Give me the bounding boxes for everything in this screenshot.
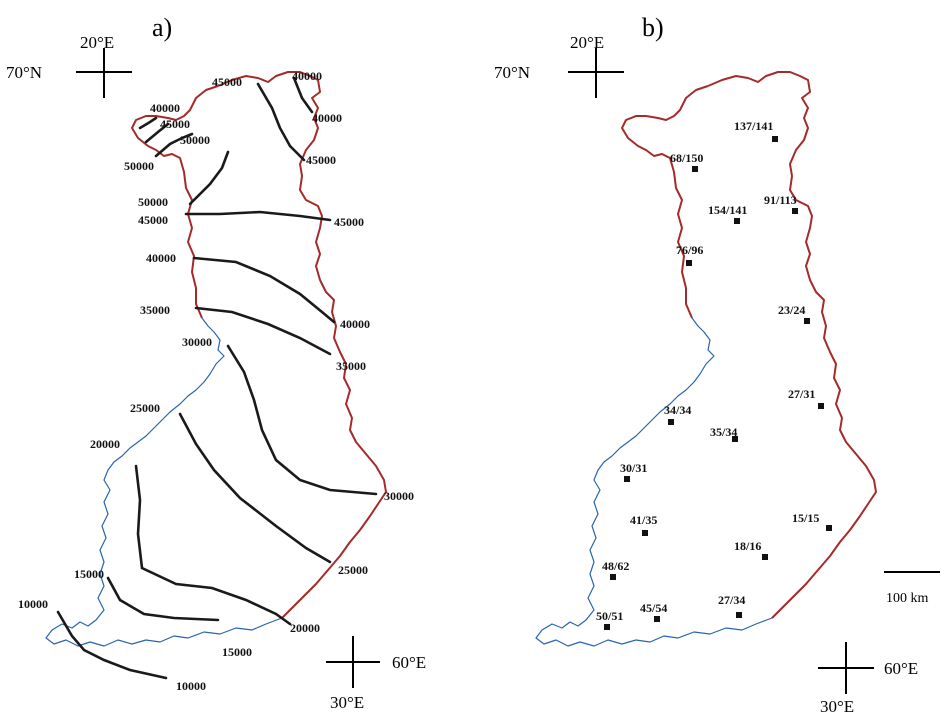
site-label: 91/113 bbox=[764, 193, 797, 207]
site-label: 23/24 bbox=[778, 303, 805, 317]
site-label: 137/141 bbox=[734, 119, 773, 133]
isoline-label: 25000 bbox=[338, 563, 368, 577]
isoline-label: 40000 bbox=[340, 317, 370, 331]
se-lat-label-a: 60°E bbox=[392, 653, 426, 672]
site-marker bbox=[654, 616, 660, 622]
site-marker bbox=[792, 208, 798, 214]
site-label: 48/62 bbox=[602, 559, 629, 573]
se-lon-label-b: 30°E bbox=[820, 697, 854, 716]
nw-lat-label-b: 70°N bbox=[494, 63, 530, 82]
site-label: 50/51 bbox=[596, 609, 623, 623]
isoline-label: 25000 bbox=[130, 401, 160, 415]
site-label: 68/150 bbox=[670, 151, 703, 165]
panel-b: b) 20°E 70°N 60°E 30°E 100 km 137/141 68… bbox=[494, 13, 940, 716]
site-label: 41/35 bbox=[630, 513, 657, 527]
panel-a: a) 20°E 70°N 60°E 30°E bbox=[6, 13, 426, 712]
isoline-label: 20000 bbox=[290, 621, 320, 635]
site-label: 15/15 bbox=[792, 511, 819, 525]
sites: 137/141 68/150 91/113 154/141 76/96 23/2… bbox=[596, 119, 832, 630]
isoline-label: 40000 bbox=[146, 251, 176, 265]
isoline-label: 20000 bbox=[90, 437, 120, 451]
site-marker bbox=[826, 525, 832, 531]
isoline-label: 15000 bbox=[222, 645, 252, 659]
site-marker bbox=[772, 136, 778, 142]
site-label: 27/34 bbox=[718, 593, 745, 607]
isoline-label: 45000 bbox=[306, 153, 336, 167]
nw-lon-label-a: 20°E bbox=[80, 33, 114, 52]
isoline-label: 50000 bbox=[180, 133, 210, 147]
site-marker bbox=[692, 166, 698, 172]
se-lon-label-a: 30°E bbox=[330, 693, 364, 712]
site-label: 45/54 bbox=[640, 601, 667, 615]
isoline-label: 40000 bbox=[312, 111, 342, 125]
isoline-label: 35000 bbox=[140, 303, 170, 317]
site-marker bbox=[734, 218, 740, 224]
site-marker bbox=[686, 260, 692, 266]
isoline-label: 45000 bbox=[212, 75, 242, 89]
isoline-label: 10000 bbox=[176, 679, 206, 693]
isoline-label: 35000 bbox=[336, 359, 366, 373]
isoline-label: 30000 bbox=[182, 335, 212, 349]
isoline-label: 45000 bbox=[160, 117, 190, 131]
site-marker bbox=[762, 554, 768, 560]
isolines bbox=[56, 76, 378, 680]
se-lat-label-b: 60°E bbox=[884, 659, 918, 678]
scale-bar-label: 100 km bbox=[886, 591, 929, 606]
site-marker bbox=[668, 419, 674, 425]
site-marker bbox=[610, 574, 616, 580]
site-label: 30/31 bbox=[620, 461, 647, 475]
site-marker bbox=[732, 436, 738, 442]
site-marker bbox=[642, 530, 648, 536]
site-label: 27/31 bbox=[788, 387, 815, 401]
site-marker bbox=[818, 403, 824, 409]
nw-lat-label-a: 70°N bbox=[6, 63, 42, 82]
se-crosshair-b bbox=[818, 642, 874, 694]
isoline-label: 30000 bbox=[384, 489, 414, 503]
site-label: 34/34 bbox=[664, 403, 691, 417]
panel-b-label: b) bbox=[642, 13, 664, 42]
site-label: 18/16 bbox=[734, 539, 761, 553]
isoline-labels: 45000 40000 40000 45000 40000 45000 5000… bbox=[18, 69, 414, 693]
isoline-label: 40000 bbox=[292, 69, 322, 83]
finland-outline-b bbox=[535, 71, 877, 647]
site-marker bbox=[736, 612, 742, 618]
site-label: 154/141 bbox=[708, 203, 747, 217]
nw-crosshair-b bbox=[568, 48, 624, 98]
se-crosshair-a bbox=[326, 636, 380, 688]
isoline-label: 50000 bbox=[124, 159, 154, 173]
site-marker bbox=[604, 624, 610, 630]
site-label: 35/34 bbox=[710, 425, 737, 439]
site-marker bbox=[804, 318, 810, 324]
site-label: 76/96 bbox=[676, 243, 703, 257]
isoline-label: 15000 bbox=[74, 567, 104, 581]
nw-crosshair-a bbox=[76, 48, 132, 98]
site-marker bbox=[624, 476, 630, 482]
isoline-label: 45000 bbox=[138, 213, 168, 227]
isoline-label: 10000 bbox=[18, 597, 48, 611]
isoline-label: 40000 bbox=[150, 101, 180, 115]
panel-a-label: a) bbox=[152, 13, 172, 42]
isoline-label: 45000 bbox=[334, 215, 364, 229]
isoline-label: 50000 bbox=[138, 195, 168, 209]
nw-lon-label-b: 20°E bbox=[570, 33, 604, 52]
